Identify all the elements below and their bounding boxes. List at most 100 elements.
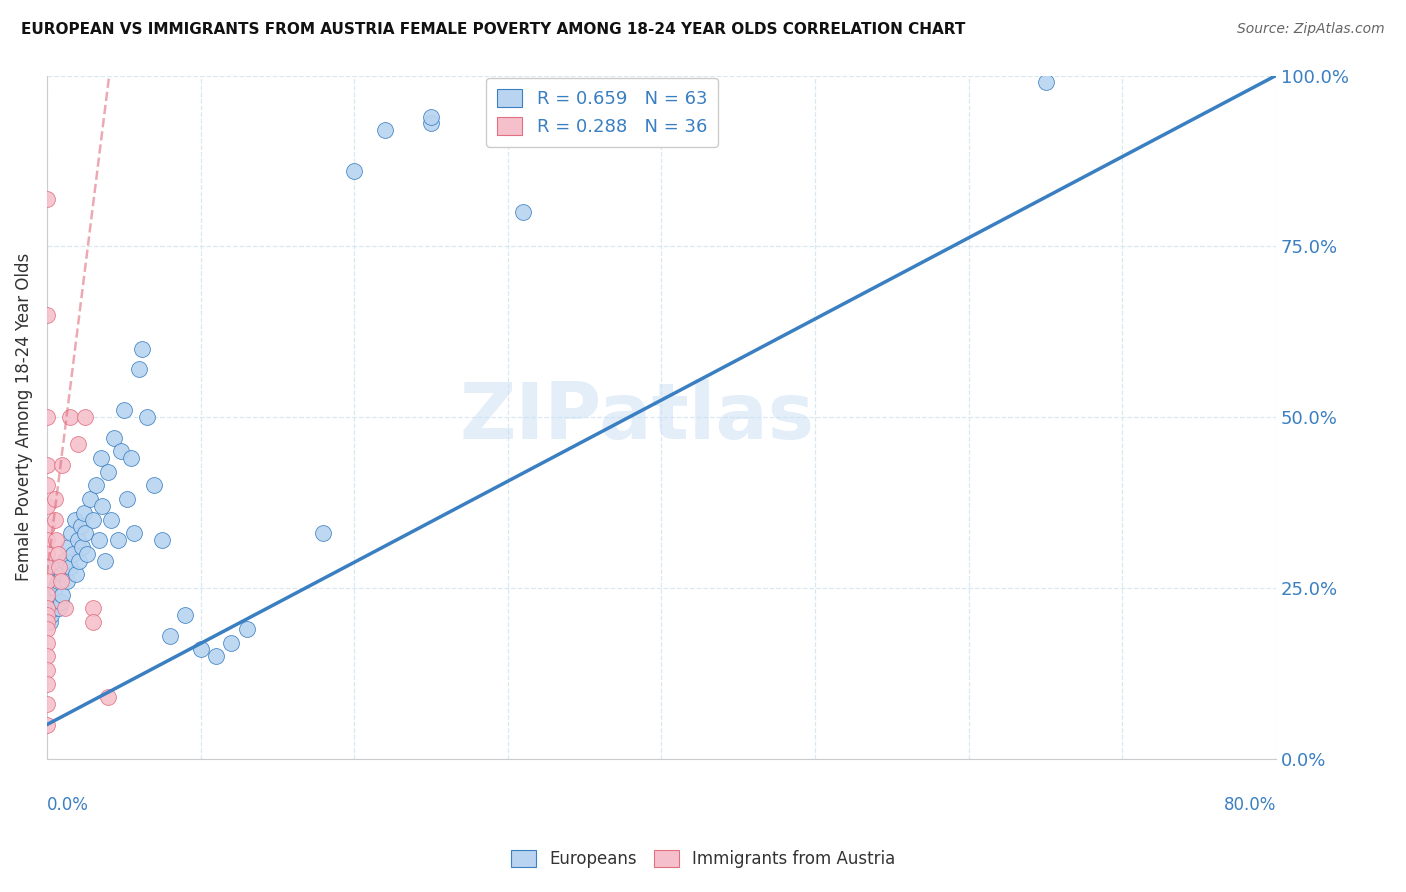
Y-axis label: Female Poverty Among 18-24 Year Olds: Female Poverty Among 18-24 Year Olds bbox=[15, 253, 32, 582]
Point bbox=[44, 601, 66, 615]
Point bbox=[35, 547, 58, 561]
Point bbox=[46, 574, 69, 588]
Text: Source: ZipAtlas.com: Source: ZipAtlas.com bbox=[1237, 22, 1385, 37]
Point bbox=[56, 574, 79, 588]
Point bbox=[110, 444, 132, 458]
Point bbox=[73, 506, 96, 520]
Point bbox=[37, 601, 59, 615]
Point bbox=[420, 116, 443, 130]
Point bbox=[35, 588, 58, 602]
Point bbox=[48, 601, 70, 615]
Legend: Europeans, Immigrants from Austria: Europeans, Immigrants from Austria bbox=[505, 843, 901, 875]
Point bbox=[35, 717, 58, 731]
Point bbox=[44, 513, 66, 527]
Point bbox=[82, 615, 104, 629]
Point bbox=[35, 635, 58, 649]
Point bbox=[66, 437, 89, 451]
Point bbox=[59, 410, 82, 425]
Point bbox=[35, 697, 58, 711]
Point bbox=[89, 533, 111, 548]
Point bbox=[143, 478, 166, 492]
Point bbox=[79, 492, 101, 507]
Point bbox=[45, 533, 67, 548]
Point bbox=[49, 594, 72, 608]
Point bbox=[70, 540, 93, 554]
Point bbox=[53, 554, 76, 568]
Point bbox=[75, 526, 97, 541]
Point bbox=[53, 601, 76, 615]
Point bbox=[343, 164, 366, 178]
Point bbox=[420, 110, 443, 124]
Point bbox=[41, 608, 63, 623]
Point bbox=[35, 458, 58, 472]
Point bbox=[312, 526, 335, 541]
Point bbox=[62, 547, 84, 561]
Point bbox=[235, 622, 257, 636]
Point bbox=[84, 478, 107, 492]
Point bbox=[35, 608, 58, 623]
Point bbox=[44, 492, 66, 507]
Point bbox=[51, 588, 73, 602]
Point bbox=[82, 513, 104, 527]
Point bbox=[49, 574, 72, 588]
Point bbox=[512, 205, 534, 219]
Point bbox=[219, 635, 242, 649]
Point bbox=[107, 533, 129, 548]
Point bbox=[65, 567, 87, 582]
Point bbox=[205, 649, 228, 664]
Point bbox=[35, 649, 58, 664]
Point bbox=[374, 123, 396, 137]
Point bbox=[59, 560, 82, 574]
Point bbox=[97, 465, 120, 479]
Point bbox=[35, 622, 58, 636]
Point bbox=[190, 642, 212, 657]
Point bbox=[35, 478, 58, 492]
Point bbox=[97, 690, 120, 705]
Point bbox=[48, 560, 70, 574]
Text: 0.0%: 0.0% bbox=[46, 797, 89, 814]
Point bbox=[135, 410, 157, 425]
Point bbox=[91, 499, 114, 513]
Point bbox=[35, 533, 58, 548]
Text: ZIPatlas: ZIPatlas bbox=[460, 379, 814, 455]
Point bbox=[90, 451, 112, 466]
Point bbox=[41, 588, 63, 602]
Point bbox=[174, 608, 197, 623]
Point bbox=[94, 554, 117, 568]
Point bbox=[35, 192, 58, 206]
Point bbox=[131, 342, 153, 356]
Point bbox=[35, 615, 58, 629]
Point bbox=[120, 451, 142, 466]
Point bbox=[115, 492, 138, 507]
Point bbox=[51, 567, 73, 582]
Point bbox=[35, 676, 58, 690]
Point bbox=[35, 410, 58, 425]
Point bbox=[103, 431, 125, 445]
Point bbox=[150, 533, 173, 548]
Point bbox=[44, 581, 66, 595]
Point bbox=[35, 601, 58, 615]
Point bbox=[75, 410, 97, 425]
Point bbox=[69, 519, 91, 533]
Point bbox=[51, 458, 73, 472]
Point bbox=[35, 560, 58, 574]
Point bbox=[112, 403, 135, 417]
Point bbox=[46, 547, 69, 561]
Point bbox=[67, 554, 90, 568]
Point bbox=[42, 594, 65, 608]
Point bbox=[66, 533, 89, 548]
Point bbox=[1035, 75, 1057, 89]
Point bbox=[63, 513, 86, 527]
Point bbox=[35, 663, 58, 677]
Point bbox=[35, 308, 58, 322]
Point bbox=[45, 560, 67, 574]
Point bbox=[496, 123, 519, 137]
Point bbox=[128, 362, 150, 376]
Point bbox=[58, 540, 80, 554]
Point bbox=[60, 526, 83, 541]
Point bbox=[159, 629, 181, 643]
Point bbox=[76, 547, 98, 561]
Point bbox=[124, 526, 146, 541]
Point bbox=[35, 574, 58, 588]
Point bbox=[39, 615, 62, 629]
